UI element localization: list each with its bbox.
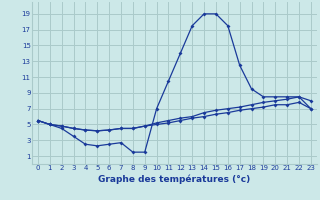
X-axis label: Graphe des températures (°c): Graphe des températures (°c) xyxy=(98,174,251,184)
